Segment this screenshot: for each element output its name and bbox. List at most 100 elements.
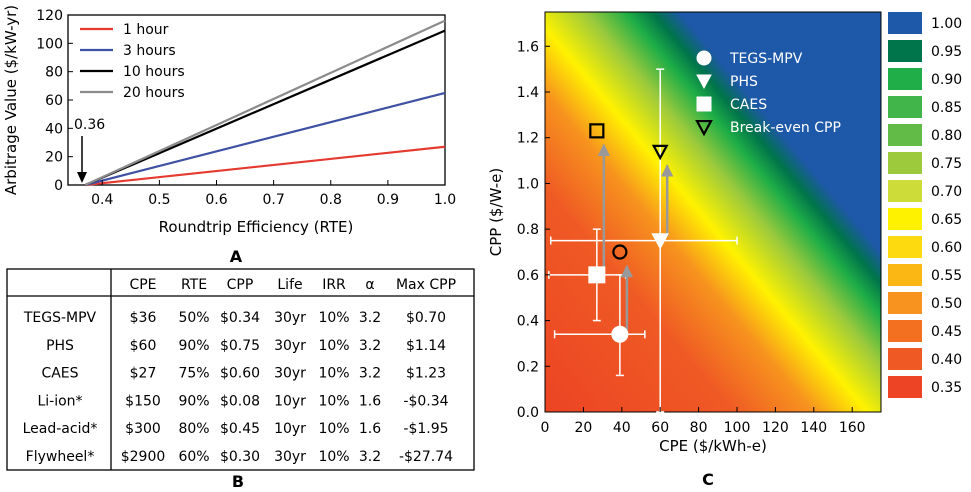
panel-c-xlabel: CPE ($/kWh-e) [659,437,767,455]
table-cell: 80% [178,421,209,437]
x-tick-label: 0 [541,420,550,436]
y-tick-label: 1.2 [517,131,539,147]
colorbar-swatch [888,292,922,314]
table-header-cell: IRR [322,277,346,293]
colorbar-label: 0.35 [931,380,962,396]
series-line-3 [84,19,446,187]
legend-label: CAES [730,97,767,113]
legend-label: 3 hours [123,43,176,59]
table-cell: $1.14 [406,338,446,354]
table-cell: $1.23 [406,366,446,382]
legend-marker [696,74,712,90]
table-cell: $300 [125,421,161,437]
y-tick-label: 0.2 [517,359,539,375]
table-header-cell: RTE [181,277,207,293]
heatmap-field [545,12,881,412]
x-tick-label: 40 [613,420,631,436]
y-tick-label: 0.8 [517,222,539,238]
table-cell: $2900 [121,449,166,465]
x-tick-label: 100 [724,420,751,436]
legend-label: Break-even CPP [730,120,841,136]
series-line-1 [84,91,446,187]
table-cell: 75% [178,366,209,382]
table-cell: 10% [318,366,349,382]
y-tick-label: 1.4 [517,85,539,101]
colorbar-label: 0.55 [931,268,962,284]
table-cell: $150 [125,393,161,409]
table-cell: $0.75 [220,338,260,354]
table-cell: $0.34 [220,310,260,326]
table-row-name: Lead-acid* [23,421,98,437]
x-tick-label: 0.7 [263,192,285,208]
table-row-name: PHS [46,338,74,354]
table-header-cell: Life [277,277,302,293]
table-cell: 3.2 [359,338,381,354]
colorbar-swatch [888,40,922,62]
colorbar-label: 0.80 [931,128,962,144]
table-cell: $0.70 [406,310,446,326]
colorbar-label: 0.75 [931,156,962,172]
colorbar-swatch [888,152,922,174]
table-cell: 60% [178,449,209,465]
table-cell: $27 [130,366,157,382]
table-header-cell: Max CPP [396,277,456,293]
panel-c-ylabel: CPP ($/W-e) [487,168,505,257]
table-row-name: Li-ion* [37,393,82,409]
legend-label: 10 hours [123,64,185,80]
colorbar-swatch [888,208,922,230]
table-cell: 3.2 [359,366,381,382]
y-tick-label: 120 [36,8,63,24]
x-tick-label: 60 [651,420,669,436]
y-tick-label: 0.0 [517,405,539,421]
panel-c-plot-frame [544,11,882,413]
table-cell: $0.45 [220,421,260,437]
x-tick-label: 0.9 [377,192,399,208]
y-tick-label: 1.6 [517,39,539,55]
colorbar-swatch [888,376,922,398]
y-tick-label: 60 [45,93,63,109]
table-cell: 1.6 [359,421,381,437]
panel-a-ylabel: Arbitrage Value ($/kW-yr) [2,5,20,195]
table-cell: 90% [178,338,209,354]
table-row-name: Flywheel* [26,449,95,465]
table-cell: 1.6 [359,393,381,409]
colorbar-label: 0.50 [931,296,962,312]
panel-b-label: B [232,472,244,491]
table-cell: 10yr [274,393,306,409]
colorbar-label: 0.60 [931,240,962,256]
table-cell: 90% [178,393,209,409]
colorbar-swatch [888,124,922,146]
table-cell: -$27.74 [399,449,453,465]
y-tick-label: 40 [45,121,63,137]
colorbar-swatch [888,96,922,118]
x-tick-label: 0.8 [320,192,342,208]
data-point-phs [651,233,670,250]
colorbar-swatch [888,264,922,286]
breakeven-point-phs [651,144,669,161]
colorbar-label: 1.00 [931,16,962,32]
legend-marker [695,119,713,137]
panel-a-line-chart: 0.4 0.5 0.6 0.7 0.8 0.9 1.0 0 20 40 60 80 100 120 1 … [2,5,456,266]
colorbar-label: 0.90 [931,72,962,88]
table-cell: 30yr [274,310,306,326]
panel-c-label: C [702,470,714,489]
legend-label: 1 hour [123,22,169,38]
table-row-name: CAES [41,366,78,382]
table-cell: 3.2 [359,449,381,465]
colorbar-label: 0.40 [931,352,962,368]
legend-label: PHS [730,74,758,90]
colorbar-swatch [888,320,922,342]
table-cell: 30yr [274,338,306,354]
table-cell: $0.60 [220,366,260,382]
breakeven-point-tegs-mpv [612,244,628,260]
panel-a-xlabel: Roundtrip Efficiency (RTE) [159,218,354,236]
x-tick-label: 120 [762,420,789,436]
table-cell: 50% [178,310,209,326]
legend-label: 20 hours [123,85,185,101]
table-cell: 3.2 [359,310,381,326]
table-row-name: TEGS-MPV [23,310,97,326]
y-tick-label: 80 [45,65,63,81]
legend-marker [696,96,712,112]
panel-a-label: A [230,247,243,266]
